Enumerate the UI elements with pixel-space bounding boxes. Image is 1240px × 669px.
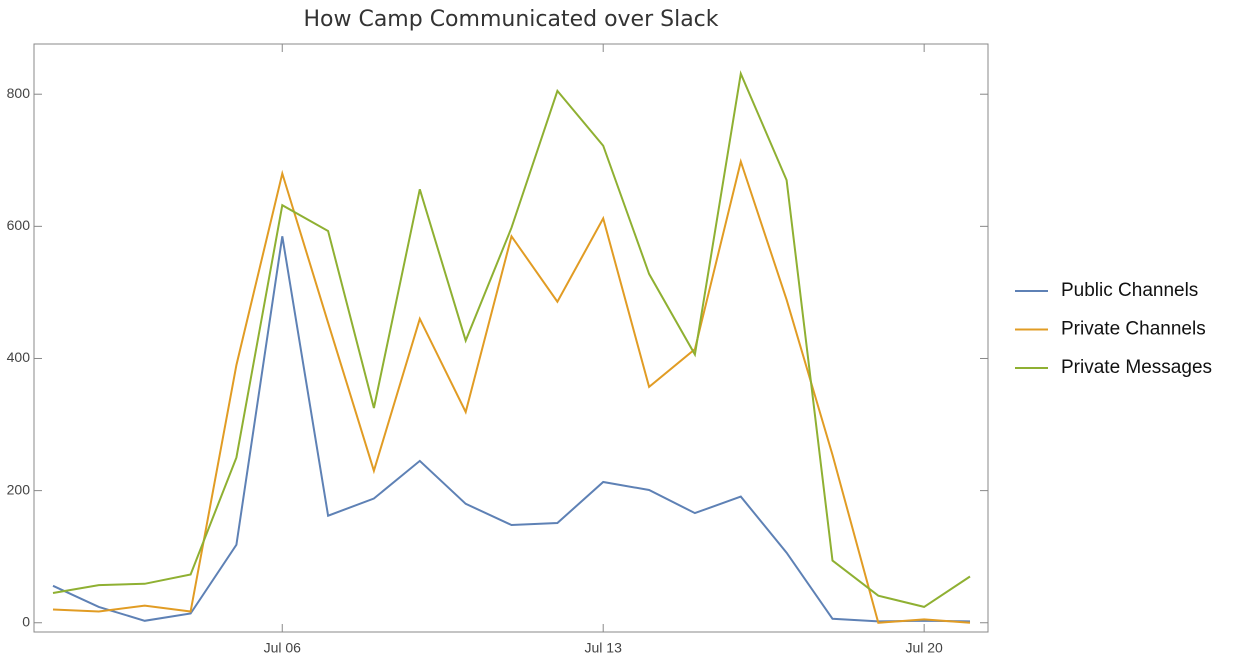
series-line [52,157,971,624]
y-tick-label: 800 [7,85,31,101]
y-tick-label: 0 [22,613,30,629]
legend-label: Private Messages [1061,357,1212,378]
y-tick-label: 600 [7,217,31,233]
series-line [52,236,971,623]
chart-title: How Camp Communicated over Slack [303,7,718,32]
plot-frame [33,43,989,633]
x-tick-label: Jul 20 [905,640,943,656]
x-tick-label: Jul 13 [585,640,623,656]
x-tick-label: Jul 06 [264,640,302,656]
legend-label: Private Channels [1061,319,1206,340]
y-tick-label: 200 [7,481,31,497]
series-line [52,70,971,608]
legend-label: Public Channels [1061,280,1198,301]
y-tick-label: 400 [7,349,31,365]
